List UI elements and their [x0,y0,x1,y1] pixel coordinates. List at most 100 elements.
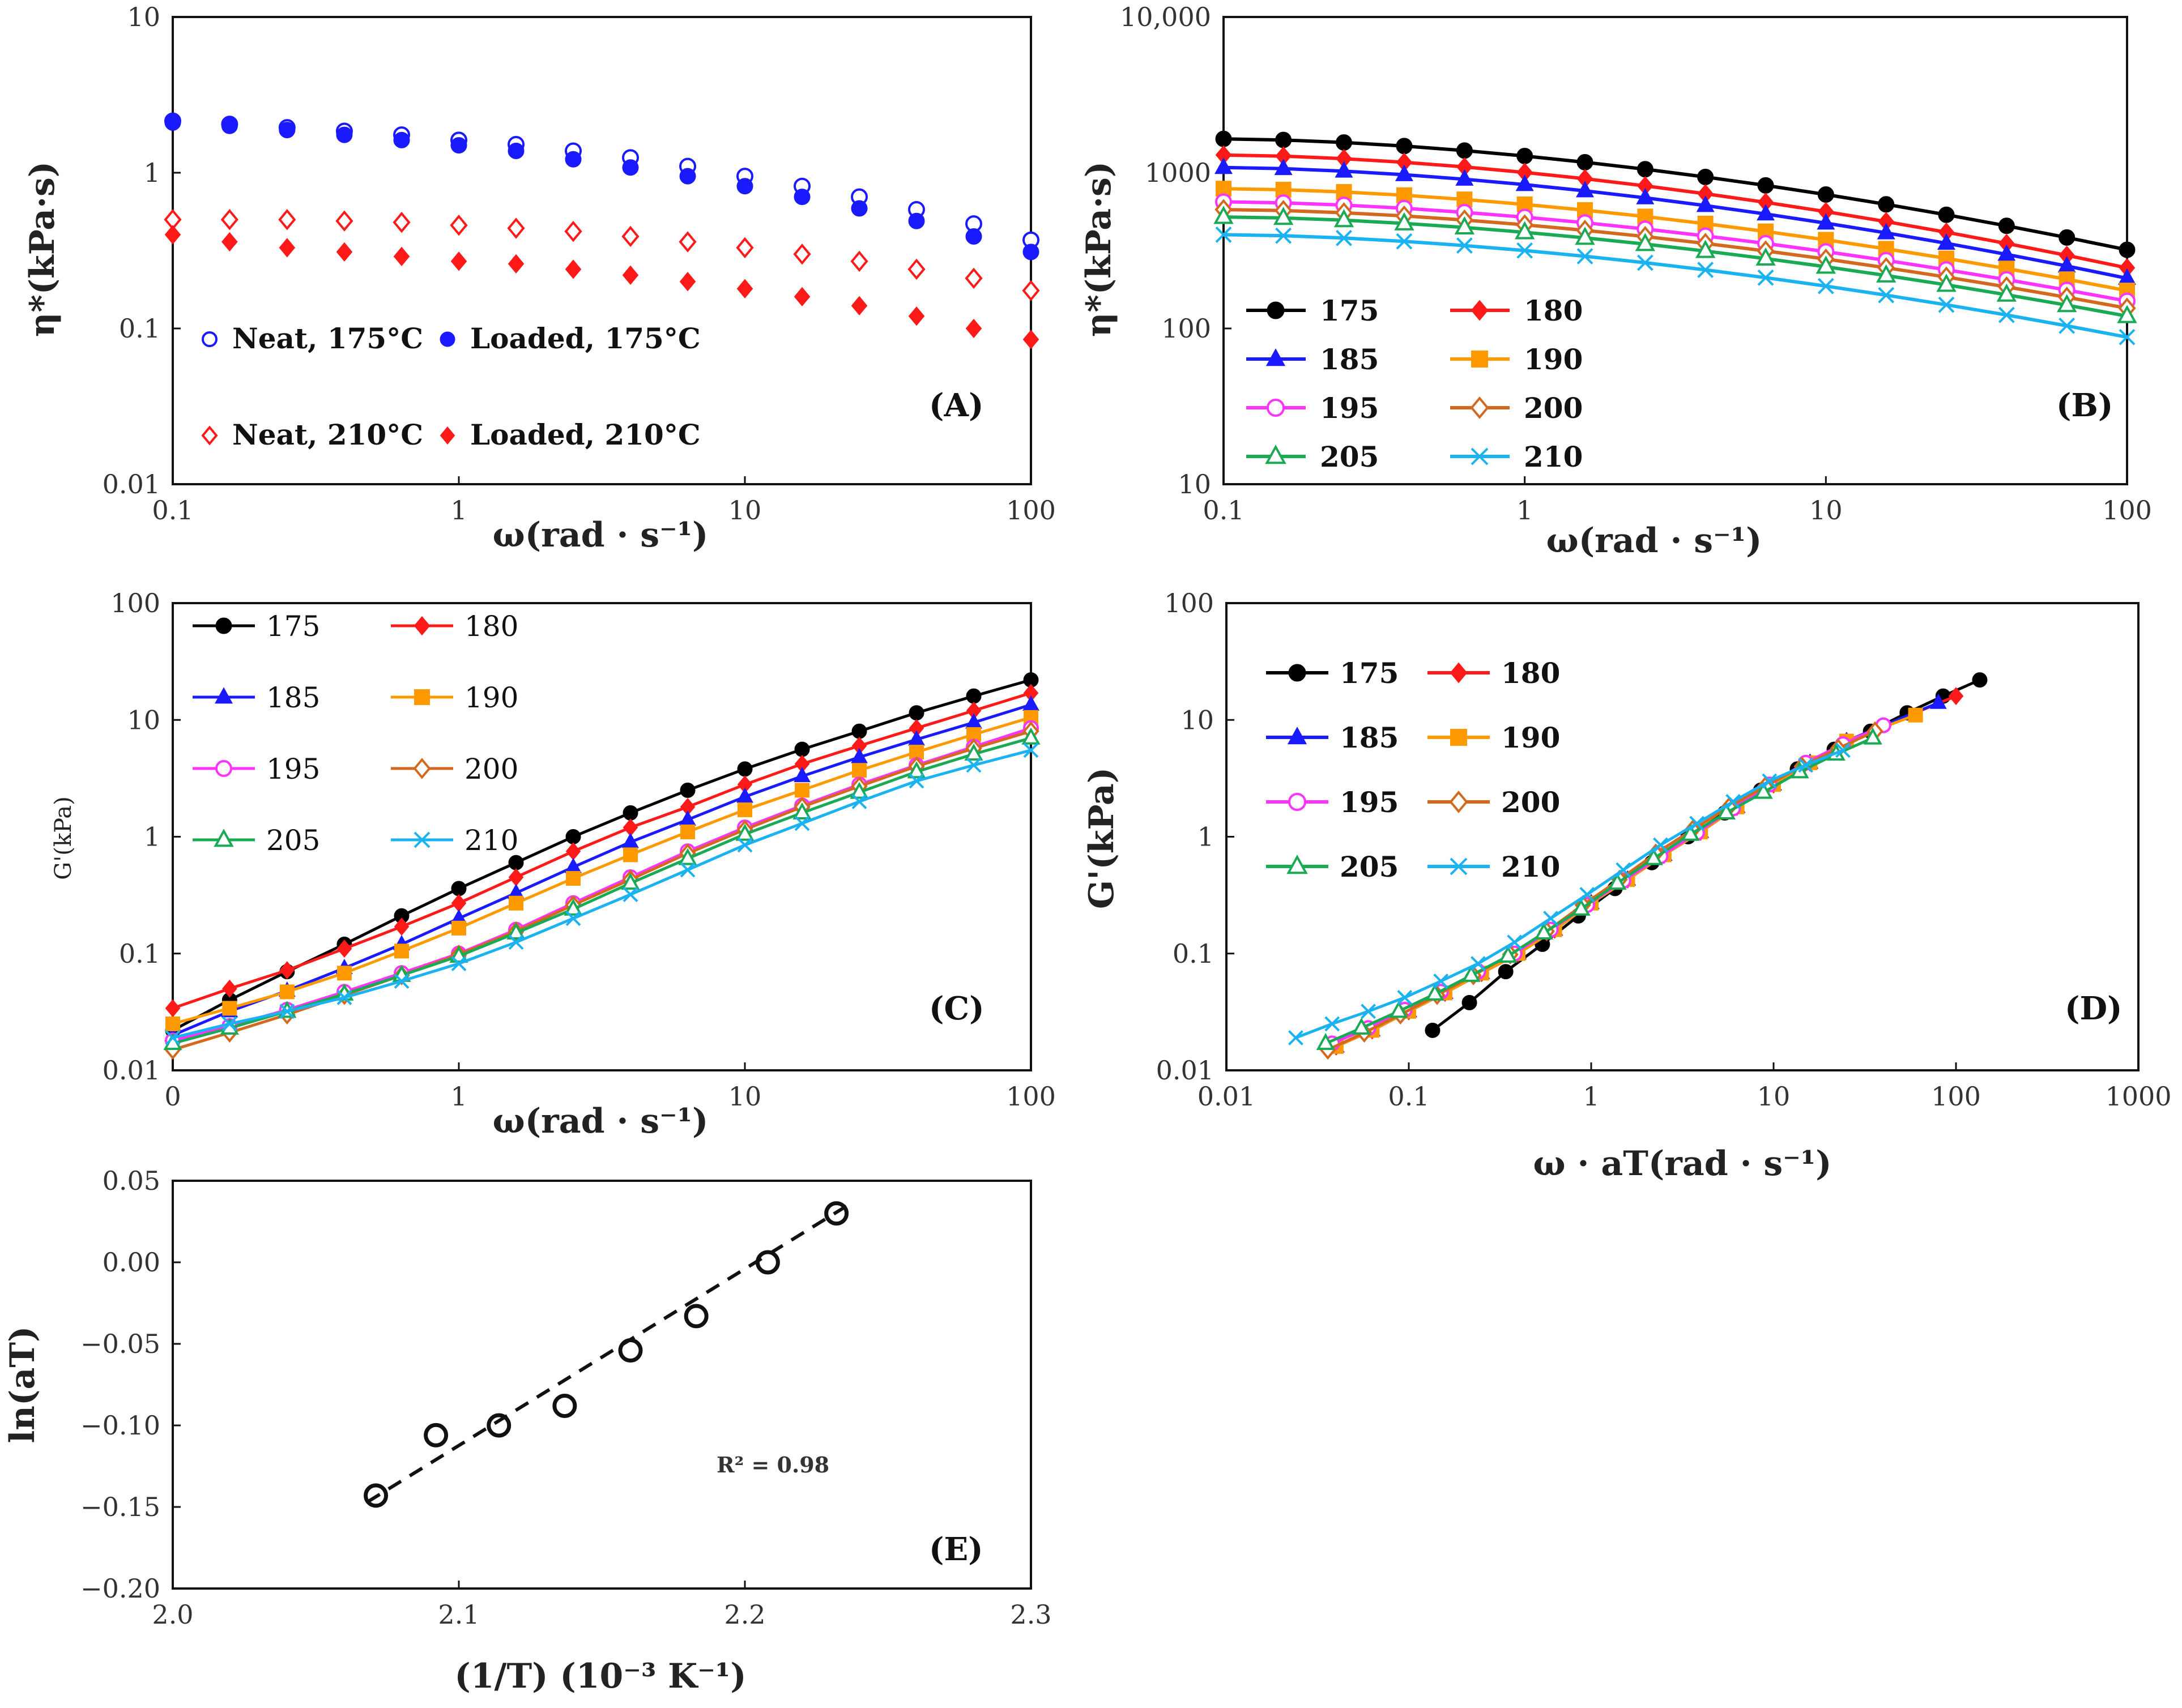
data-point [824,1201,849,1226]
y-tick-label: 0.05 [103,1165,160,1196]
data-point [1214,157,1233,174]
legend-marker [1450,857,1468,876]
data-point [336,966,352,981]
data-point [1456,142,1473,159]
y-tick-label: 0.1 [1173,938,1214,969]
legend-label: Neat, 175°C [232,322,423,355]
data-point [1352,1017,1371,1035]
series-line [1223,200,2128,303]
data-point [2059,317,2076,334]
panel-label: (A) [929,387,983,424]
data-point [1455,169,1474,186]
legend-label: 195 [266,753,320,785]
data-point [1316,1032,1335,1051]
y-tick-label: 10 [1181,704,1214,735]
data-point [1644,848,1663,865]
data-point [794,815,810,831]
data-point [1636,187,1655,204]
data-point [451,894,467,912]
data-point [279,1004,295,1019]
data-point [1697,168,1714,185]
panel-label: (D) [2065,990,2123,1027]
data-point [1576,153,1593,170]
data-point [738,802,752,817]
data-point [1754,782,1773,799]
x-tick-label: 1 [450,495,467,526]
data-point [1396,233,1413,250]
legend-marker [1267,301,1285,319]
data-point [565,151,582,168]
data-point [736,787,753,803]
data-point [1863,727,1882,745]
data-point [508,254,525,274]
legend-label: 175 [1320,294,1379,327]
legend-marker [1450,662,1468,684]
data-point [908,306,925,326]
data-point [221,232,238,252]
legend-marker [215,687,233,704]
data-point [1022,330,1039,349]
data-point [564,898,583,916]
data-point [678,848,697,865]
data-point [680,824,696,839]
data-point [220,209,238,230]
y-tick-label: 1 [144,822,160,852]
data-point [1681,823,1700,841]
y-axis-label: η*(kPa·s) [1079,161,1119,337]
panel-label: (E) [929,1531,983,1568]
data-point [1213,206,1234,224]
legend-marker [413,758,431,779]
data-point [755,1250,780,1275]
y-tick-label: 10,000 [1120,2,1211,32]
data-point [449,945,468,963]
data-point [164,225,181,245]
series-190 [165,710,1038,1031]
data-point [1514,221,1535,240]
data-point [792,802,812,820]
series-line [1325,736,1874,1045]
x-tick-label: 100 [1006,495,1056,526]
x-tick-label: 1 [450,1081,467,1112]
data-point [1798,757,1814,773]
data-point [509,895,524,911]
data-point [1757,269,1774,286]
data-point [450,215,468,236]
legend: 175 180 185 190 195 200 205 210 [1246,294,1583,473]
y-axis-label: ln(aT) [3,1326,42,1444]
data-point [1534,922,1553,940]
data-point [1022,695,1039,711]
x-tick-label: 2.2 [724,1599,765,1630]
legend-label: 200 [1501,785,1560,819]
y-tick-label: 0.01 [103,469,160,499]
y-tick-label: 0.01 [1156,1055,1214,1086]
y-tick-label: 10 [1178,469,1211,499]
legend-label: 210 [464,824,518,857]
x-tick-label: 0.1 [152,495,193,526]
data-point [1689,815,1705,831]
data-point [1022,280,1040,301]
data-point [336,990,352,1005]
data-point [1938,206,1955,223]
data-point [621,225,640,247]
y-axis-label: η*(kPa·s) [23,161,62,337]
legend-label: 190 [1501,721,1560,754]
y-tick-label: −0.15 [80,1492,160,1522]
data-point [279,984,295,1000]
data-point [1397,990,1413,1005]
legend-label: 210 [1501,850,1560,883]
data-point [679,231,697,253]
data-point [1498,964,1514,980]
data-point [907,258,926,280]
x-tick-label: 10 [1809,495,1843,526]
data-point [1333,209,1354,228]
legend-marker [414,831,431,848]
series-line [1223,187,2128,293]
data-point [736,237,754,259]
data-point [794,741,810,757]
y-tick-label: 1 [144,157,160,188]
data-point [1636,161,1653,178]
data-point [793,244,811,265]
data-point [1507,934,1523,950]
legend-label: 180 [1501,656,1560,690]
